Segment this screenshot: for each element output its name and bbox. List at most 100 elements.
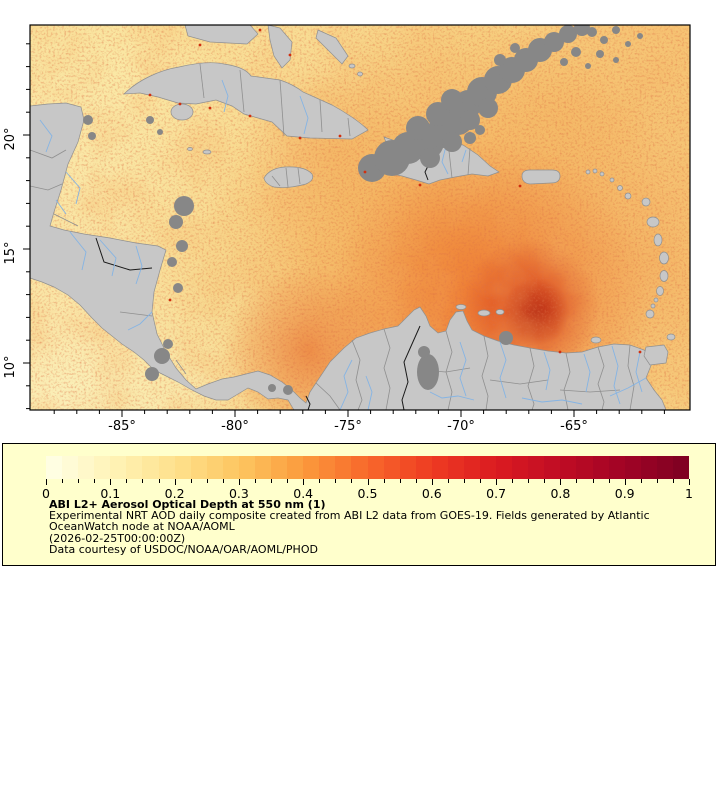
lat-tick-label: 20° — [3, 127, 18, 150]
colorbar-minor-tick — [206, 479, 208, 483]
legend-credit: Data courtesy of USDOC/NOAA/OAR/AOML/PHO… — [49, 542, 318, 556]
colorbar-cell — [254, 456, 272, 479]
colorbar-major-tick — [367, 479, 369, 485]
colorbar-major-tick — [496, 479, 498, 485]
colorbar-minor-tick — [480, 479, 482, 483]
cloud-no-data-group — [83, 25, 643, 395]
landmass-jamaica — [263, 166, 314, 188]
colorbar-minor-tick — [672, 479, 674, 483]
landmass-trinidad — [643, 344, 669, 366]
colorbar-minor-tick — [126, 479, 128, 483]
lon-tick-label: -75° — [334, 419, 362, 434]
colorbar-major-tick — [110, 479, 112, 485]
colorbar-minor-tick — [158, 479, 160, 483]
landmass-cuba — [123, 62, 369, 140]
colorbar-cell — [126, 456, 143, 479]
colorbar-minor-tick — [78, 479, 80, 483]
longitude-axis: -85° -80° -75° -70° -65° — [53, 410, 665, 434]
landmass-abc-islands — [455, 304, 602, 344]
colorbar-cell — [206, 456, 224, 479]
colorbar-cell — [271, 456, 288, 479]
colorbar-minor-tick — [447, 479, 449, 483]
colorbar-major-tick — [431, 479, 433, 485]
colorbar-minor-tick — [319, 479, 321, 483]
colorbar-cell — [399, 456, 417, 479]
colorbar-cell — [656, 456, 674, 479]
colorbar-cell — [287, 456, 304, 479]
lon-tick-label: -85° — [108, 419, 136, 434]
colorbar-minor-tick — [415, 479, 417, 483]
colorbar-cell — [46, 456, 63, 479]
colorbar-major-tick — [174, 479, 176, 485]
colorbar-minor-tick — [512, 479, 514, 483]
landmass-bahama-cay-2 — [357, 71, 363, 77]
colorbar-major-tick — [46, 479, 47, 485]
landmass-bahama-cay-1 — [348, 63, 356, 69]
colorbar-tick-label: 0.7 — [486, 486, 507, 501]
landmass-lesser-antilles — [585, 168, 676, 341]
landmass-eleuthera — [315, 29, 349, 65]
colorbar-minor-tick — [640, 479, 642, 483]
colorbar-cell — [496, 456, 513, 479]
aod-map-figure: -85° -80° -75° -70° -65° 20° 15° 10° — [3, 24, 691, 434]
lat-tick-label: 10° — [3, 355, 18, 378]
colorbar-cell — [62, 456, 79, 479]
legend-line-1: Experimental NRT AOD daily composite cre… — [49, 509, 650, 523]
map-plot-area — [30, 25, 690, 410]
colorbar-minor-tick — [608, 479, 610, 483]
coastal-aod-speckles — [148, 28, 642, 354]
colorbar-major-tick — [560, 479, 562, 485]
colorbar-minor-tick — [142, 479, 144, 483]
border-colombia-venezuela — [401, 325, 421, 410]
legend-text-block: ABI L2+ Aerosol Optical Depth at 550 nm … — [49, 499, 650, 555]
legend-timestamp: (2026-02-25T00:00:00Z) — [49, 531, 186, 545]
colorbar-minor-tick — [190, 479, 192, 483]
latitude-axis: 20° 15° 10° — [3, 43, 30, 410]
cloud-lake-maracaibo — [417, 354, 439, 390]
colorbar-cell — [94, 456, 111, 479]
colorbar-cell — [383, 456, 401, 479]
legend-title: ABI L2+ Aerosol Optical Depth at 550 nm … — [49, 498, 326, 511]
colorbar-cell — [463, 456, 481, 479]
colorbar-cell — [512, 456, 529, 479]
colorbar-tick-label: 1 — [685, 486, 693, 501]
colorbar-cell — [624, 456, 642, 479]
colorbar-tick-label: 0.3 — [228, 486, 249, 501]
colorbar-major-tick — [303, 479, 305, 485]
lon-tick-label: -65° — [560, 419, 588, 434]
aod-map: -85° -80° -75° -70° -65° 20° 15° 10° — [3, 24, 691, 434]
colorbar-cell — [222, 456, 240, 479]
colorbar-cell — [303, 456, 320, 479]
colorbar-major-tick — [624, 479, 626, 485]
colorbar-cell — [592, 456, 610, 479]
colorbar-cell — [447, 456, 465, 479]
colorbar-tick-label: 0.2 — [164, 486, 185, 501]
colorbar-minor-tick — [592, 479, 594, 483]
colorbar-cell — [158, 456, 176, 479]
lon-tick-label: -70° — [447, 419, 475, 434]
colorbar-cell — [415, 456, 433, 479]
colorbar-tick-label: 0.5 — [357, 486, 378, 501]
colorbar-minor-tick — [383, 479, 385, 483]
landmass-bahamas-bank — [184, 25, 259, 45]
lon-tick-label: -80° — [221, 419, 249, 434]
landmass-grand-cayman — [202, 149, 212, 155]
legend-line-2: OceanWatch node at NOAA/AOML — [49, 520, 235, 534]
colorbar-tick-label: 0.6 — [421, 486, 442, 501]
colorbar-major-tick — [238, 479, 240, 485]
colorbar-cell — [351, 456, 368, 479]
colorbar-major-tick — [689, 479, 690, 485]
colorbar-minor-tick — [399, 479, 401, 483]
colorbar-minor-tick — [222, 479, 224, 483]
colorbar-cell — [190, 456, 208, 479]
colorbar-minor-tick — [271, 479, 273, 483]
colorbar-tick-label: 0.1 — [100, 486, 121, 501]
colorbar-tick-label: 0.4 — [293, 486, 314, 501]
colorbar-cell — [560, 456, 577, 479]
colorbar-cell — [544, 456, 561, 479]
landmass-little-cayman — [187, 147, 193, 151]
colorbar-cell — [672, 456, 690, 479]
colorbar-minor-tick — [576, 479, 578, 483]
colorbar-cell — [78, 456, 95, 479]
